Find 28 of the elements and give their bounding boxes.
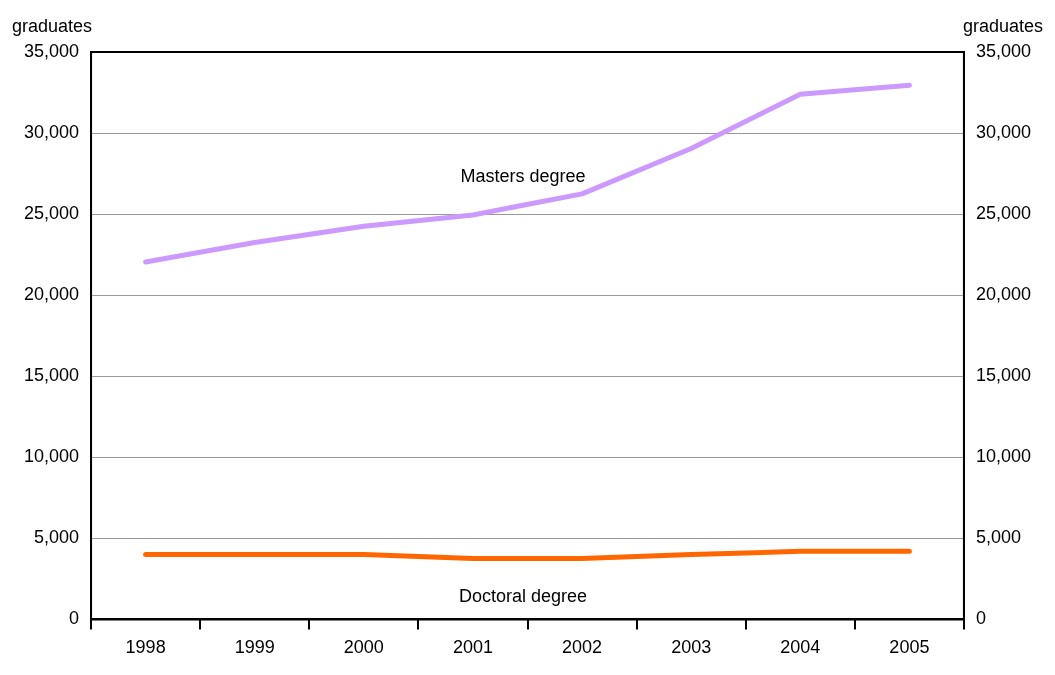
y-tick-label: 25,000 bbox=[23, 203, 80, 224]
y2-tick-label: 35,000 bbox=[975, 40, 1032, 61]
y2-tick-label: 5,000 bbox=[975, 527, 1021, 548]
x-tick-label: 2000 bbox=[343, 637, 384, 658]
y-tick-label: 5,000 bbox=[34, 527, 80, 548]
y2-tick-label: 10,000 bbox=[975, 446, 1032, 467]
y-tick-label: 0 bbox=[69, 608, 80, 629]
x-tick-label: 2001 bbox=[452, 637, 493, 658]
y2-tick-label: 20,000 bbox=[975, 284, 1032, 305]
y2-tick-label: 0 bbox=[975, 608, 986, 629]
y2-tick-label: 30,000 bbox=[975, 122, 1032, 143]
series-label: Doctoral degree bbox=[458, 585, 587, 606]
y2-tick-label: 25,000 bbox=[975, 203, 1032, 224]
y-tick-label: 30,000 bbox=[23, 122, 80, 143]
x-tick-label: 2005 bbox=[889, 637, 930, 658]
x-tick-label: 2003 bbox=[671, 637, 712, 658]
y-tick-label: 35,000 bbox=[23, 40, 80, 61]
y-tick-label: 20,000 bbox=[23, 284, 80, 305]
y2-tick-label: 15,000 bbox=[975, 365, 1032, 386]
y-tick-label: 15,000 bbox=[23, 365, 80, 386]
x-tick-label: 2004 bbox=[780, 637, 821, 658]
x-tick-label: 1998 bbox=[125, 637, 166, 658]
series-label: Masters degree bbox=[460, 165, 586, 186]
y2-axis-title: graduates bbox=[962, 15, 1043, 36]
x-tick-label: 1999 bbox=[234, 637, 275, 658]
y-axis-title: graduates bbox=[12, 15, 93, 36]
y-tick-label: 10,000 bbox=[23, 446, 80, 467]
x-tick-label: 2002 bbox=[562, 637, 603, 658]
